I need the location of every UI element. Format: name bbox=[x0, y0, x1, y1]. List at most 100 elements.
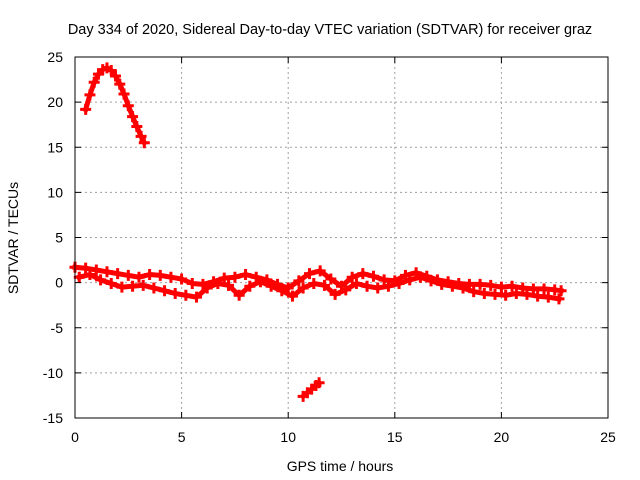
x-axis-label: GPS time / hours bbox=[287, 458, 394, 474]
data-point bbox=[250, 271, 262, 283]
data-point bbox=[122, 269, 134, 281]
data-point bbox=[372, 282, 384, 294]
data-point bbox=[478, 287, 490, 299]
data-point bbox=[367, 270, 379, 282]
data-point bbox=[212, 278, 224, 290]
data-point bbox=[485, 279, 497, 291]
data-point bbox=[399, 269, 411, 281]
data-point bbox=[101, 266, 113, 278]
data-point bbox=[95, 274, 107, 286]
data-point bbox=[506, 280, 518, 292]
data-point bbox=[165, 271, 177, 283]
data-point bbox=[80, 262, 92, 274]
data-point bbox=[293, 275, 305, 287]
data-point bbox=[122, 100, 134, 112]
y-tick-label: -5 bbox=[51, 320, 64, 336]
data-point bbox=[500, 289, 512, 301]
data-point bbox=[112, 268, 124, 280]
chart-title: Day 334 of 2020, Sidereal Day-to-day VTE… bbox=[68, 22, 592, 38]
data-point bbox=[463, 278, 475, 290]
data-point bbox=[80, 103, 92, 115]
data-point bbox=[105, 278, 117, 290]
data-point bbox=[297, 282, 309, 294]
data-point bbox=[446, 280, 458, 292]
data-point bbox=[538, 283, 550, 295]
data-point bbox=[308, 278, 320, 290]
data-point bbox=[532, 290, 544, 302]
data-point bbox=[233, 289, 245, 301]
data-point bbox=[240, 269, 252, 281]
data-point bbox=[304, 268, 316, 280]
data-point bbox=[73, 271, 85, 283]
data-point bbox=[133, 271, 145, 283]
y-tick-label: 10 bbox=[47, 184, 63, 200]
axis-ticks: 0 5 10 15 20 25 -15 -10 -5 0 5 10 15 20 25 bbox=[43, 49, 616, 445]
data-point bbox=[425, 275, 437, 287]
series-arc-low bbox=[297, 377, 325, 402]
x-tick-label: 15 bbox=[387, 429, 403, 445]
grid-lines bbox=[75, 57, 608, 418]
data-point bbox=[410, 267, 422, 279]
data-point bbox=[201, 282, 213, 294]
data-point bbox=[286, 290, 298, 302]
data-point bbox=[495, 281, 507, 293]
data-point bbox=[127, 280, 139, 292]
data-point bbox=[436, 278, 448, 290]
x-tick-label: 5 bbox=[178, 429, 186, 445]
data-point bbox=[110, 70, 122, 82]
data-point bbox=[84, 89, 96, 101]
data-point bbox=[382, 280, 394, 292]
data-point bbox=[105, 65, 117, 77]
data-point bbox=[350, 278, 362, 290]
data-point bbox=[114, 78, 126, 90]
data-point bbox=[555, 285, 567, 297]
data-point bbox=[393, 278, 405, 290]
data-point bbox=[92, 68, 104, 80]
data-point bbox=[223, 279, 235, 291]
data-point bbox=[186, 278, 198, 290]
data-point bbox=[282, 282, 294, 294]
data-point bbox=[191, 291, 203, 303]
data-point bbox=[154, 269, 166, 281]
data-point bbox=[510, 287, 522, 299]
x-tick-label: 25 bbox=[600, 429, 616, 445]
data-point bbox=[404, 274, 416, 286]
data-point bbox=[144, 269, 156, 281]
data-point bbox=[138, 137, 150, 149]
data-point bbox=[229, 271, 241, 283]
data-point bbox=[318, 279, 330, 291]
data-point bbox=[468, 286, 480, 298]
x-tick-label: 10 bbox=[280, 429, 296, 445]
data-point bbox=[116, 281, 128, 293]
data-point bbox=[361, 280, 373, 292]
data-point bbox=[84, 269, 96, 281]
y-tick-label: 5 bbox=[55, 230, 63, 246]
data-point bbox=[254, 276, 266, 288]
data-point bbox=[169, 287, 181, 299]
data-point bbox=[276, 285, 288, 297]
y-axis-label: SDTVAR / TECUs bbox=[5, 182, 21, 294]
data-point bbox=[180, 289, 192, 301]
series-band-upper bbox=[69, 261, 567, 297]
data-point bbox=[127, 111, 139, 123]
data-point bbox=[325, 273, 337, 285]
data-point bbox=[244, 280, 256, 292]
data-point bbox=[521, 288, 533, 300]
data-point bbox=[414, 271, 426, 283]
data-point bbox=[135, 130, 147, 142]
x-tick-label: 20 bbox=[494, 429, 510, 445]
series-band-lower bbox=[73, 269, 565, 305]
data-point bbox=[131, 120, 143, 132]
data-point bbox=[489, 288, 501, 300]
data-point bbox=[527, 283, 539, 295]
data-point bbox=[378, 274, 390, 286]
data-point bbox=[553, 293, 565, 305]
data-point bbox=[542, 291, 554, 303]
y-tick-label: 25 bbox=[47, 49, 63, 65]
data-point bbox=[517, 282, 529, 294]
data-point bbox=[265, 280, 277, 292]
y-tick-label: -15 bbox=[43, 410, 63, 426]
data-point bbox=[90, 264, 102, 276]
data-point bbox=[474, 278, 486, 290]
data-points bbox=[69, 62, 567, 402]
